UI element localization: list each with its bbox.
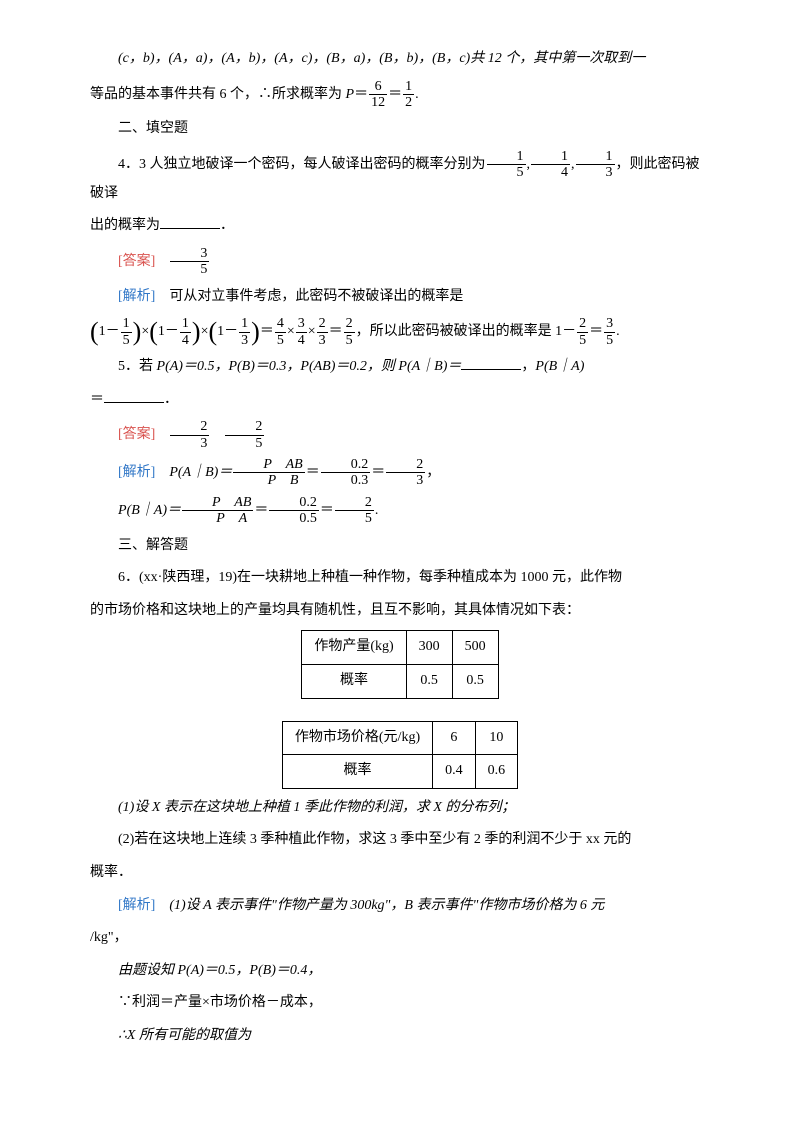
- cell: 500: [452, 631, 498, 665]
- cell: 作物产量(kg): [302, 631, 406, 665]
- period: ．: [220, 218, 234, 233]
- blank: [160, 214, 220, 229]
- q5-a: 5．若: [118, 359, 157, 374]
- q6-analysis-e: ∴X 所有可能的取值为: [90, 1023, 710, 1050]
- eq: ＝: [388, 87, 402, 102]
- frac-02-03: 0.20.3: [321, 457, 371, 489]
- table-row: 作物产量(kg) 300 500: [302, 631, 498, 665]
- frac-PAB-PB: P ABP B: [233, 457, 304, 489]
- q5-analysis-1: [解析] P(A｜B)＝P ABP B＝0.20.3＝23，: [90, 457, 710, 489]
- q4-line1: 4．3 人独立地破译一个密码，每人破译出密码的概率分别为15,14,13，则此密…: [90, 149, 710, 207]
- cell: 概率: [282, 755, 432, 789]
- period: .: [415, 87, 419, 102]
- answer-label: [答案]: [118, 427, 169, 442]
- q5-answer: [答案] 23 25: [90, 419, 710, 451]
- cell: 0.6: [475, 755, 518, 789]
- cell: 0.5: [406, 665, 452, 699]
- q6-line1: 6．(xx·陕西理，19)在一块耕地上种植一种作物，每季种植成本为 1000 元…: [90, 565, 710, 592]
- period: .: [616, 324, 620, 339]
- page: (c，b)，(A，a)，(A，b)，(A，c)，(B，a)，(B，b)，(B，c…: [0, 0, 800, 1132]
- table-row: 作物市场价格(元/kg) 6 10: [282, 721, 517, 755]
- q5-analysis-2: P(B｜A)＝P ABP A＝0.20.5＝25.: [90, 495, 710, 527]
- frac-6-12: 612: [369, 79, 387, 111]
- cell: 作物市场价格(元/kg): [282, 721, 432, 755]
- cell: 概率: [302, 665, 406, 699]
- q6-sub2b: 概率．: [90, 860, 710, 887]
- frac-PAB-PA: P ABP A: [182, 495, 253, 527]
- q5-line1: 5．若 P(A)＝0.5，P(B)＝0.3，P(AB)＝0.2，则 P(A｜B)…: [90, 354, 710, 381]
- section-2-title: 二、填空题: [90, 116, 710, 143]
- q4-answer: [答案] 35: [90, 246, 710, 278]
- q4-line2: 出的概率为 ．: [90, 213, 710, 240]
- table-row: 概率 0.5 0.5: [302, 665, 498, 699]
- frac-1-5: 15: [487, 149, 526, 181]
- cell: 6: [433, 721, 476, 755]
- line1: (c，b)，(A，a)，(A，b)，(A，c)，(B，a)，(B，b)，(B，c…: [90, 46, 710, 73]
- q6-analysis-c: 由题设知 P(A)＝0.5，P(B)＝0.4，: [90, 958, 710, 985]
- line2-prefix: 等品的基本事件共有 6 个，∴所求概率为: [90, 87, 342, 102]
- cell: 300: [406, 631, 452, 665]
- eq: ＝: [354, 87, 368, 102]
- P-symbol: P: [346, 87, 355, 102]
- q4-expr-mid: ，所以此密码被破译出的概率是 1－: [356, 324, 577, 339]
- q4-expression: (1－15)×(1－14)×(1－13)＝45×34×23＝25，所以此密码被破…: [90, 316, 710, 348]
- q6-analysis-b: /kg"，: [90, 925, 710, 952]
- q5-line2: ＝．: [90, 387, 710, 414]
- table-yield: 作物产量(kg) 300 500 概率 0.5 0.5: [301, 630, 498, 698]
- frac-2-5: 25: [225, 419, 264, 451]
- frac-2-3b: 23: [386, 457, 425, 489]
- frac-3-5: 35: [170, 246, 209, 278]
- frac-2-3: 23: [170, 419, 209, 451]
- cell: 0.5: [452, 665, 498, 699]
- frac-1-2: 12: [403, 79, 414, 111]
- section-3-title: 三、解答题: [90, 533, 710, 560]
- frac-2-5b: 25: [335, 495, 374, 527]
- line2: 等品的基本事件共有 6 个，∴所求概率为 P＝612＝12.: [90, 79, 710, 111]
- answer-label: [答案]: [118, 254, 169, 269]
- q6-analysis-a: [解析] (1)设 A 表示事件"作物产量为 300kg"，B 表示事件"作物市…: [90, 893, 710, 920]
- q4-text-a: 4．3 人独立地破译一个密码，每人破译出密码的概率分别为: [118, 157, 486, 172]
- analysis-label: [解析]: [118, 289, 169, 304]
- cell: 10: [475, 721, 518, 755]
- blank: [461, 355, 521, 370]
- q6-line2: 的市场价格和这块地上的产量均具有随机性，且互不影响，其具体情况如下表：: [90, 598, 710, 625]
- q4-ana-text: 可从对立事件考虑，此密码不被破译出的概率是: [169, 289, 463, 304]
- analysis-label: [解析]: [118, 465, 169, 480]
- line1-text: (c，b)，(A，a)，(A，b)，(A，c)，(B，a)，(B，b)，(B，c…: [118, 51, 645, 66]
- q6-sub1: (1)设 X 表示在这块地上种植 1 季此作物的利润，求 X 的分布列；: [90, 795, 710, 822]
- q4-text-c: 出的概率为: [90, 218, 160, 233]
- q6-sub2a: (2)若在这块地上连续 3 季种植此作物，求这 3 季中至少有 2 季的利润不少…: [90, 827, 710, 854]
- analysis-label: [解析]: [118, 898, 169, 913]
- table-price: 作物市场价格(元/kg) 6 10 概率 0.4 0.6: [282, 721, 518, 789]
- frac-1-3: 13: [576, 149, 615, 181]
- blank: [104, 388, 164, 403]
- q6-analysis-d: ∵利润＝产量×市场价格－成本，: [90, 990, 710, 1017]
- cell: 0.4: [433, 755, 476, 789]
- q4-analysis-a: [解析] 可从对立事件考虑，此密码不被破译出的概率是: [90, 284, 710, 311]
- frac-02-05: 0.20.5: [269, 495, 319, 527]
- frac-1-4: 14: [531, 149, 570, 181]
- table-row: 概率 0.4 0.6: [282, 755, 517, 789]
